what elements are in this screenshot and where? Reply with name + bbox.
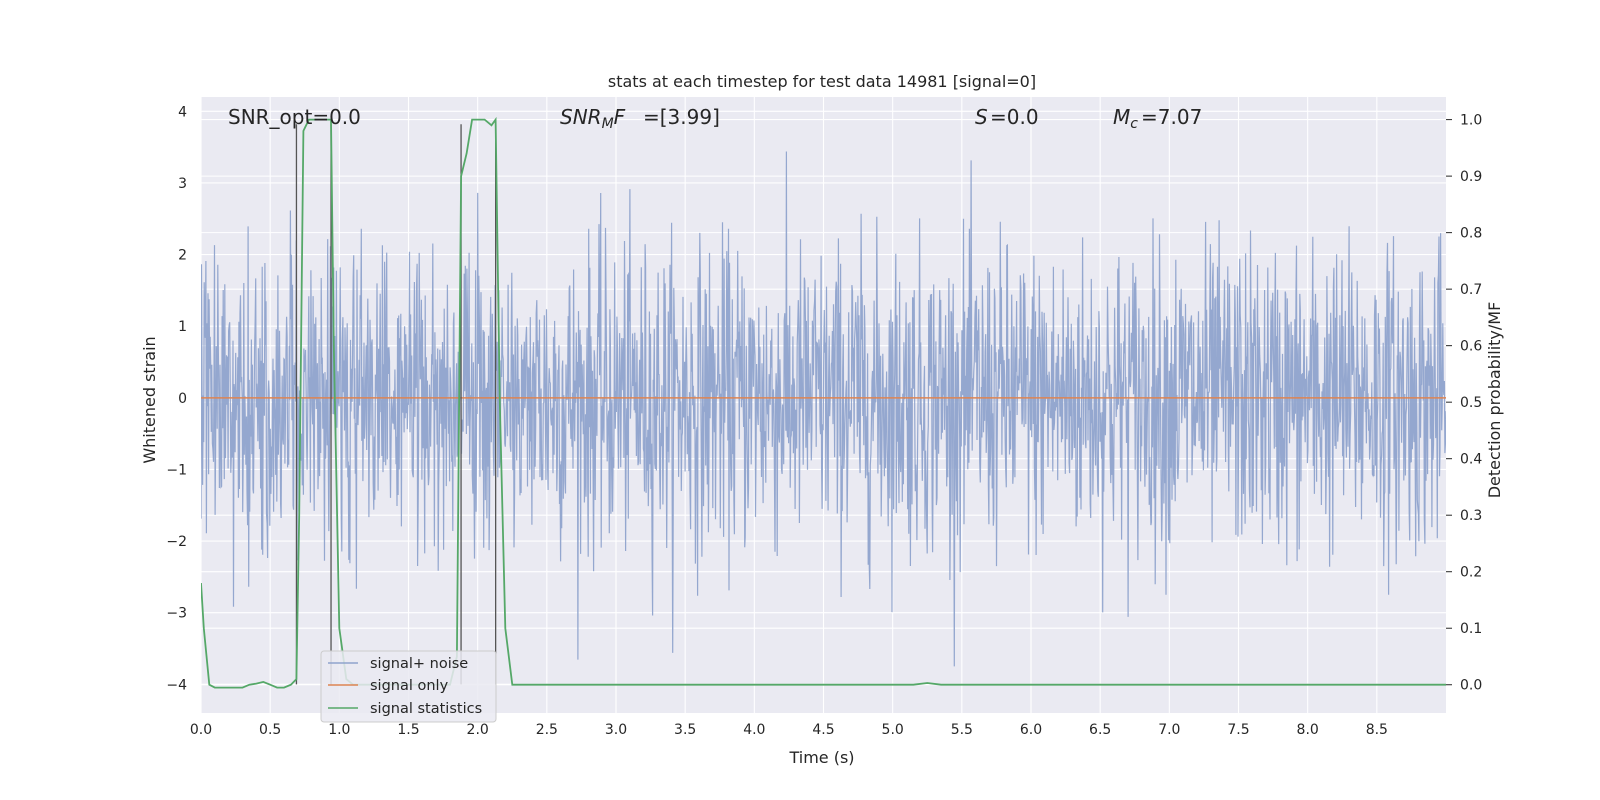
annotation-s: S =0.0 (975, 105, 1039, 129)
annotation-s-value: =0.0 (990, 105, 1039, 129)
x-tick-label: 6.5 (1089, 722, 1111, 738)
y-left-tick-label: 1 (178, 319, 187, 335)
y-left-tick-label: −1 (166, 462, 187, 478)
x-tick-label: 5.0 (882, 722, 904, 738)
annotation-s-symbol: S (975, 105, 988, 129)
annotation-snr-opt: SNR_opt=0.0 (228, 105, 361, 129)
y-left-tick-label: 4 (178, 104, 187, 120)
x-tick-label: 2.0 (467, 722, 489, 738)
legend-box (320, 650, 497, 723)
x-tick-label: 6.0 (1020, 722, 1042, 738)
x-tick-label: 0.0 (190, 722, 212, 738)
legend-entry-signal-statistics: signal statistics (370, 701, 482, 717)
y-right-tick-label: 0.4 (1460, 452, 1482, 468)
x-tick-label: 2.5 (536, 722, 558, 738)
x-tick-label: 4.5 (812, 722, 834, 738)
y-right-tick-label: 0.2 (1460, 565, 1482, 581)
y-left-tick-label: −2 (166, 534, 187, 550)
y-right-tick-label: 0.9 (1460, 169, 1482, 185)
x-tick-label: 5.5 (951, 722, 973, 738)
legend-entry-signal-only: signal only (370, 678, 449, 694)
y-right-tick-label: 0.1 (1460, 621, 1482, 637)
annotation-snr-mf-symbol: SNRMF (560, 105, 626, 132)
y-left-tick-label: −3 (166, 606, 187, 622)
x-tick-label: 3.0 (605, 722, 627, 738)
x-tick-label: 1.0 (328, 722, 350, 738)
axis-ticks: 0.0 0.5 1.0 1.5 2.0 2.5 3.0 3.5 4.0 4.5 5.0 5.5 6.0 6… (166, 104, 1482, 738)
y-right-tick-label: 0.8 (1460, 226, 1482, 242)
y-axis-right-label: Detection probability/MF (1485, 302, 1504, 499)
y-right-tick-label: 1.0 (1460, 113, 1482, 129)
x-tick-label: 3.5 (674, 722, 696, 738)
annotation-snr-mf: SNRMF =[3.99] (560, 105, 720, 132)
series-signal-noise (201, 151, 1446, 667)
annotation-mc-value: =7.07 (1141, 105, 1202, 129)
x-tick-label: 7.5 (1227, 722, 1249, 738)
y-right-tick-label: 0.5 (1460, 395, 1482, 411)
signal-noise-line (201, 151, 1446, 667)
x-tick-label: 7.0 (1158, 722, 1180, 738)
y-left-tick-label: 0 (178, 391, 187, 407)
x-tick-label: 8.5 (1366, 722, 1388, 738)
y-right-tick-label: 0.3 (1460, 508, 1482, 524)
y-left-tick-label: −4 (166, 677, 187, 693)
y-axis-left-label: Whitened strain (140, 336, 159, 463)
x-tick-label: 4.0 (743, 722, 765, 738)
x-tick-label: 0.5 (259, 722, 281, 738)
y-left-tick-label: 2 (178, 248, 187, 264)
y-right-tick-label: 0.0 (1460, 678, 1482, 694)
legend-entry-signal-noise: signal+ noise (370, 656, 468, 672)
annotation-snr-mf-value: =[3.99] (643, 105, 720, 129)
x-axis-label: Time (s) (788, 748, 854, 767)
legend: signal+ noise signal only signal statist… (320, 650, 497, 723)
y-right-tick-label: 0.7 (1460, 282, 1482, 298)
annotation-mc: Mc =7.07 (1113, 105, 1202, 132)
y-right-tick-label: 0.6 (1460, 339, 1482, 355)
chart-title: stats at each timestep for test data 149… (608, 72, 1036, 91)
y-left-tick-label: 3 (178, 176, 187, 192)
x-tick-label: 1.5 (397, 722, 419, 738)
x-tick-label: 8.0 (1297, 722, 1319, 738)
